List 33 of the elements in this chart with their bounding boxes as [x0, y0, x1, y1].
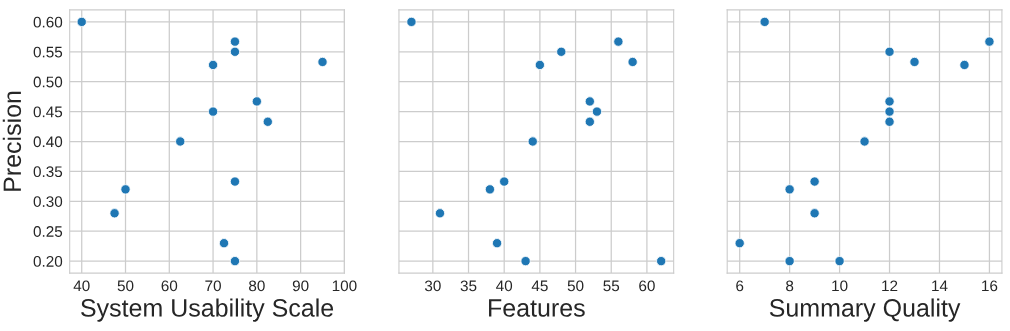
x-tick-label: 12: [882, 280, 898, 292]
y-axis-title: Precision: [2, 91, 22, 191]
x-tick-label: 40: [73, 280, 90, 292]
y-tick-label: 0.35: [33, 166, 63, 178]
x-tick-label: 50: [117, 280, 134, 292]
x-tick-label: 90: [292, 280, 309, 292]
x-tick-label: 70: [205, 280, 221, 292]
y-tick-label: 0.45: [33, 106, 63, 118]
x-axis-title: Summary Quality: [769, 298, 961, 322]
y-tick-label: 0.60: [33, 16, 63, 28]
x-tick-label: 14: [932, 280, 948, 292]
x-tick-label: 8: [786, 280, 794, 292]
y-tick-label: 0.30: [33, 196, 63, 207]
y-tick-label: 0.55: [33, 46, 63, 58]
x-tick-label: 100: [332, 280, 357, 292]
x-tick-label: 55: [603, 280, 620, 292]
x-tick-label: 80: [249, 280, 265, 292]
y-tick-label: 0.25: [33, 226, 63, 237]
y-tick-label: 0.20: [33, 255, 63, 267]
x-tick-label: 45: [531, 280, 548, 292]
x-tick-label: 6: [736, 280, 744, 292]
x-tick-label: 60: [639, 280, 655, 292]
x-tick-label: 50: [567, 280, 584, 292]
x-tick-label: 16: [982, 280, 998, 292]
x-tick-label: 35: [460, 280, 477, 292]
y-tick-label: 0.50: [33, 76, 63, 88]
y-tick-label: 0.40: [33, 136, 63, 148]
x-tick-label: 40: [496, 280, 513, 292]
x-tick-label: 10: [832, 280, 848, 292]
x-axis-title: Features: [489, 299, 585, 317]
x-tick-label: 30: [424, 280, 441, 292]
x-tick-label: 60: [161, 280, 178, 292]
x-axis-title: System Usability Scale: [81, 298, 334, 322]
